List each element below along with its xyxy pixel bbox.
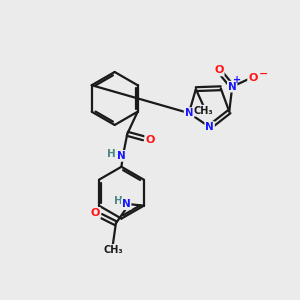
Text: N: N — [228, 82, 237, 92]
Text: N: N — [122, 199, 130, 209]
Text: N: N — [117, 151, 126, 161]
Text: O: O — [91, 208, 100, 218]
Text: O: O — [248, 73, 257, 83]
Text: N: N — [184, 108, 193, 118]
Text: −: − — [259, 69, 268, 79]
Text: CH₃: CH₃ — [194, 106, 213, 116]
Text: +: + — [233, 75, 241, 85]
Text: O: O — [214, 65, 224, 76]
Text: N: N — [205, 122, 214, 132]
Text: O: O — [145, 135, 155, 145]
Text: H: H — [107, 149, 116, 159]
Text: CH₃: CH₃ — [103, 245, 123, 255]
Text: H: H — [114, 196, 122, 206]
